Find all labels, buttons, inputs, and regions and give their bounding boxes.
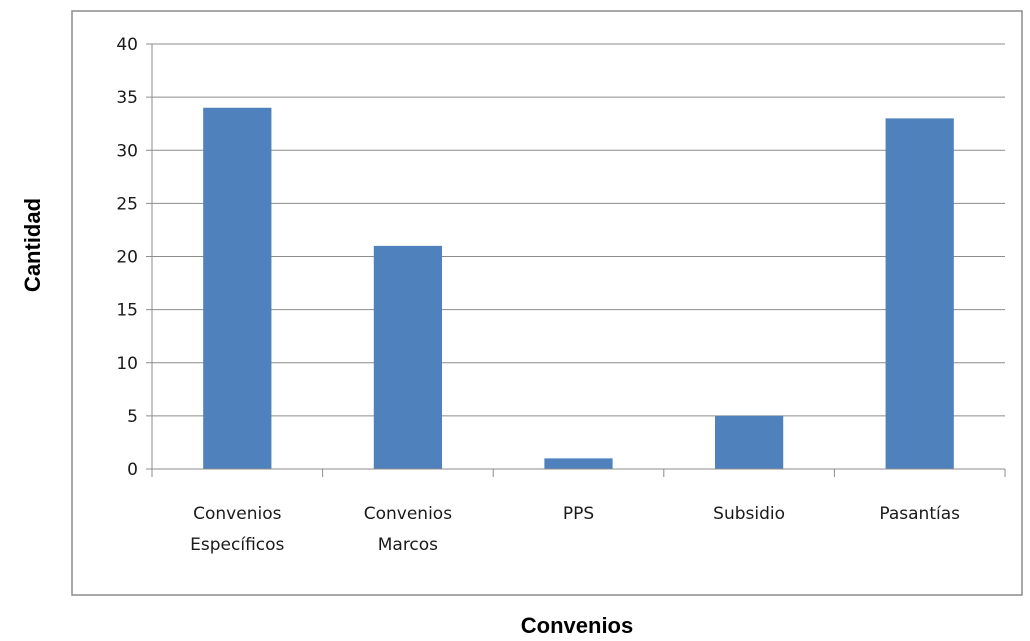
bar [544,458,613,469]
y-tick-label: 40 [116,35,138,55]
y-tick-label: 5 [127,407,138,427]
y-tick-label: 20 [116,248,138,268]
x-category-label: Convenios Marcos [364,504,452,555]
x-category-label: Subsidio [713,504,785,524]
bar [714,415,784,469]
bar [373,245,443,469]
y-tick-label: 15 [116,301,138,321]
axes [151,44,1006,477]
x-category-label: Pasantías [879,504,960,524]
y-tick-label: 35 [116,88,138,108]
y-tick-label: 30 [116,141,138,161]
y-tick-label: 0 [127,460,138,480]
y-tick-labels: 0 5 10 15 20 25 30 35 40 [116,35,138,480]
x-category-labels: Convenios Específicos Convenios Marcos PPS Su… [190,504,960,555]
bar [203,107,272,469]
bars [203,107,954,469]
x-axis-title: Convenios [521,613,633,638]
x-category-label: PPS [563,504,594,524]
y-tick-label: 10 [116,354,138,374]
bar [885,118,954,469]
x-category-label: Convenios Específicos [190,504,284,555]
y-tick-label: 25 [116,194,138,214]
y-axis-title: Cantidad [20,198,45,292]
